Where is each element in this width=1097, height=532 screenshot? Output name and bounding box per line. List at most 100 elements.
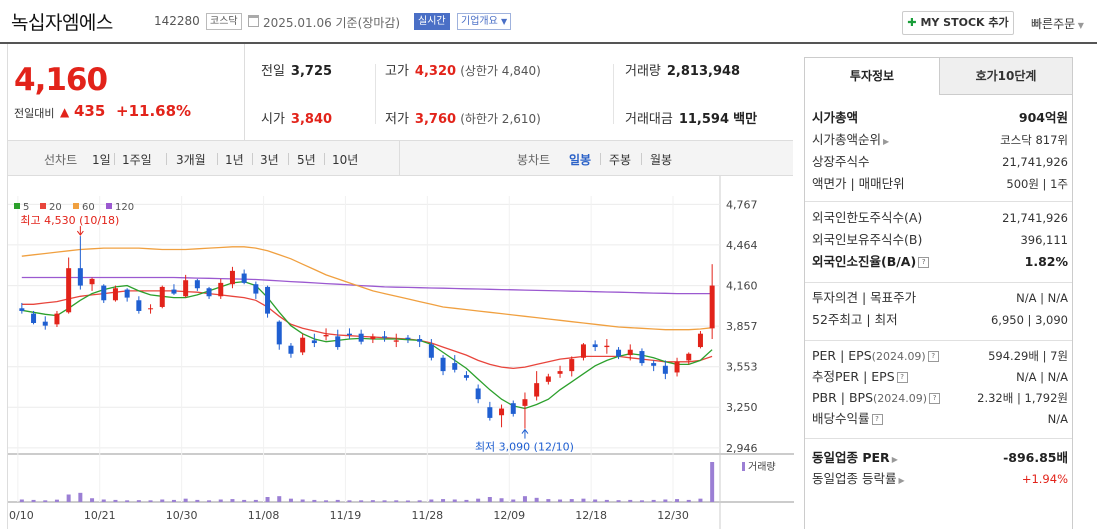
x-tick-label: 10/21 — [84, 509, 116, 522]
candle-body — [77, 268, 83, 286]
volume-bar — [663, 499, 668, 502]
tab-investment-info[interactable]: 투자정보 — [805, 58, 939, 95]
candle-body — [475, 388, 481, 400]
amount-unit: 백만 — [733, 112, 758, 127]
candle-body — [346, 333, 352, 336]
open-label: 시가 — [261, 112, 285, 127]
volume-bar — [593, 499, 598, 502]
candle-body — [709, 285, 715, 329]
candle-body — [534, 383, 540, 397]
divider — [641, 153, 642, 165]
volume-bar — [136, 500, 141, 502]
candle-body — [569, 359, 575, 372]
add-my-stock-label: MY STOCK 추가 — [920, 16, 1009, 29]
help-icon[interactable]: ? — [927, 351, 939, 362]
info-label: 외국인한도주식수(A) — [812, 210, 923, 225]
info-value: N/A — [1047, 412, 1068, 426]
candle-body — [639, 351, 645, 364]
help-icon[interactable]: ? — [918, 257, 930, 268]
help-icon[interactable]: ? — [896, 372, 908, 383]
info-label: 시가총액순위 — [812, 132, 882, 147]
candle-tab-monthly[interactable]: 월봉 — [650, 153, 673, 167]
candle-body — [159, 286, 165, 307]
info-row: PER | EPS(2024.09)? 594.29배 | 7원 — [812, 346, 1068, 366]
candle-body — [428, 344, 434, 358]
volume-bar — [710, 462, 715, 502]
prev-close: 전일 3,725 — [261, 60, 332, 79]
candle-body — [651, 363, 657, 366]
candle-tab-daily[interactable]: 일봉 — [569, 153, 592, 167]
price-chart[interactable]: 4,767 4,464 4,160 3,857 3,553 3,250 2,946 10/10… — [2, 176, 794, 529]
x-tick-label: 10/30 — [166, 509, 198, 522]
candle-body — [124, 289, 130, 298]
stock-header: 녹십자엠에스 142280 코스닥 2025.01.06 기준(장마감) 실시간… — [0, 0, 1097, 44]
prev-close-value: 3,725 — [290, 64, 333, 79]
divider — [324, 153, 325, 165]
period-tab[interactable]: 1년 — [225, 153, 244, 167]
volume-bar — [546, 499, 551, 502]
change-value: 435 — [74, 102, 106, 120]
arrow-right-icon[interactable]: ▶ — [883, 137, 890, 146]
period-tab[interactable]: 10년 — [332, 153, 359, 167]
high-annotation: 최고 4,530 (10/18) — [20, 214, 119, 227]
volume-bar — [312, 499, 317, 502]
volume: 거래량 2,813,948 — [625, 60, 740, 79]
arrow-right-icon[interactable]: ▶ — [898, 476, 905, 485]
quick-order-button[interactable]: 빠른주문 ▼ — [1031, 15, 1084, 32]
upper-limit: (상한가 4,840) — [460, 64, 541, 78]
volume-bar — [324, 500, 329, 502]
ma5-line — [21, 280, 713, 410]
candle-body — [545, 376, 551, 382]
help-icon[interactable]: ? — [929, 393, 941, 404]
info-label: 추정PER | EPS — [812, 369, 895, 384]
candle-body — [697, 333, 703, 348]
candle-body — [300, 337, 306, 353]
divider — [166, 153, 167, 165]
volume-bar — [125, 500, 130, 502]
info-period: (2024.09) — [873, 392, 928, 405]
info-label: 외국인보유주식수(B) — [812, 232, 923, 247]
candle-body — [229, 270, 235, 285]
x-tick-label: 11/28 — [411, 509, 443, 522]
info-value: 1.82% — [1024, 254, 1068, 269]
info-value: N/A | N/A — [1016, 370, 1068, 384]
period-tab[interactable]: 3개월 — [176, 153, 206, 167]
realtime-badge[interactable]: 실시간 — [414, 13, 450, 30]
period-tab[interactable]: 1일 — [92, 153, 111, 167]
info-label: 배당수익률 — [812, 411, 870, 426]
tab-orderbook[interactable]: 호가10단계 — [939, 58, 1072, 95]
candle-body — [183, 280, 189, 297]
price-chart-svg[interactable]: 4,767 4,464 4,160 3,857 3,553 3,250 2,946 10/10… — [2, 176, 794, 529]
volume-bar — [183, 498, 188, 502]
info-label: 투자의견 | 목표주가 — [812, 290, 917, 305]
period-tab[interactable]: 5년 — [297, 153, 316, 167]
candle-body — [662, 365, 668, 374]
volume-bar — [417, 500, 422, 502]
arrow-right-icon[interactable]: ▶ — [891, 455, 898, 464]
candle-body — [19, 308, 25, 311]
info-value: 21,741,926 — [1002, 211, 1068, 225]
period-tab[interactable]: 1주일 — [122, 153, 152, 167]
volume-bar — [113, 499, 118, 502]
volume-bar — [628, 499, 633, 502]
stock-code: 142280 — [154, 14, 200, 28]
candle-body — [370, 336, 376, 340]
company-info-dropdown[interactable]: 기업개요 ▼ — [457, 13, 512, 30]
calendar-icon — [248, 15, 259, 27]
legend-swatch — [40, 203, 46, 209]
legend-swatch — [14, 203, 20, 209]
volume-bar — [277, 496, 282, 502]
help-icon[interactable]: ? — [871, 414, 883, 425]
info-label: PBR | BPS — [812, 390, 874, 405]
divider — [805, 438, 1072, 439]
y-tick-label: 3,553 — [726, 361, 758, 374]
info-row: 시가총액순위 ▶ 코스닥 817위 — [812, 130, 1068, 150]
chart-tab-bar: 선차트 1일 1주일 3개월 1년 3년 5년 10년 봉차트 일봉 주봉 월봉 — [7, 141, 793, 176]
period-tab[interactable]: 3년 — [260, 153, 279, 167]
high-value: 4,320 — [414, 64, 457, 79]
volume-bar — [230, 499, 235, 502]
candle-tab-weekly[interactable]: 주봉 — [609, 153, 632, 167]
low-annotation: 최저 3,090 (12/10) — [475, 441, 574, 454]
add-my-stock-button[interactable]: ✚ MY STOCK 추가 — [902, 11, 1014, 35]
candle-body — [522, 399, 528, 406]
